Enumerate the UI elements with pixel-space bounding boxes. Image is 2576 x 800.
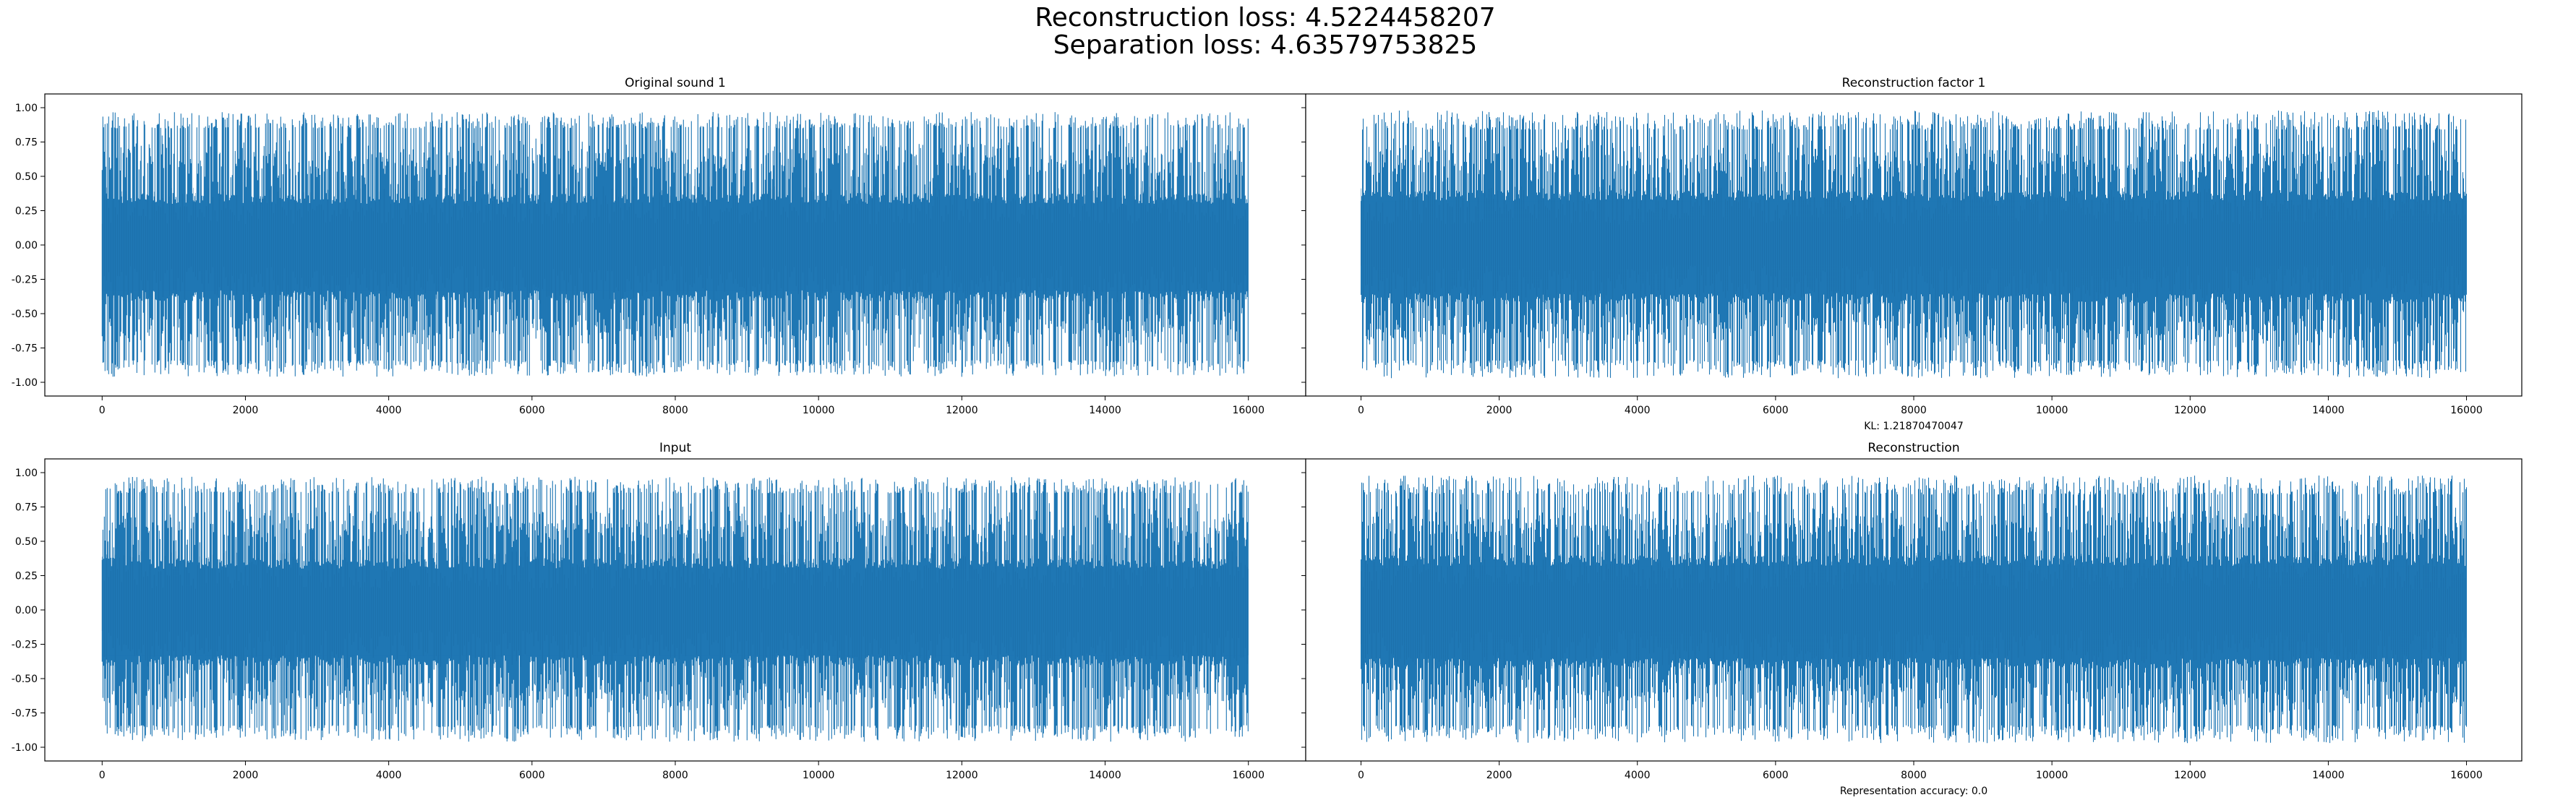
reconstruction-x-tick-label: 8000 (1901, 770, 1927, 781)
input-x-tick-label: 12000 (946, 770, 978, 781)
reconstruction-x-tick-label: 16000 (2450, 770, 2483, 781)
original-sound-1-y-tick-label: 0.25 (15, 206, 38, 218)
reconstruction-waveform-texture (1361, 551, 2465, 669)
subplot-input: 0 2000 4000 6000 8000 10000 12000 14000 16000 -1.… (12, 441, 1306, 781)
subplot-original-sound-1: 0 2000 4000 6000 8000 10000 12000 14000 16000 -1.… (12, 76, 1306, 416)
reconstruction-x-tick-label: 14000 (2312, 770, 2345, 781)
reconstruction-x-tick-label: 0 (1358, 770, 1364, 781)
input-x-tick-label: 4000 (376, 770, 402, 781)
reconstruction-factor-1-x-tick-label: 16000 (2450, 405, 2483, 416)
original-sound-1-waveform-texture (101, 186, 1248, 304)
reconstruction-x-tick-label: 12000 (2174, 770, 2207, 781)
subplot-reconstruction-factor-1: 0 2000 4000 6000 8000 10000 12000 14000 16000 Rec… (1301, 76, 2522, 432)
reconstruction-factor-1-waveform-texture (1361, 186, 2465, 304)
reconstruction-factor-1-title: Reconstruction factor 1 (1842, 76, 1986, 90)
input-waveform-core (102, 569, 1249, 655)
reconstruction-factor-1-x-tick-label: 14000 (2312, 405, 2345, 416)
input-x-tick-label: 2000 (233, 770, 259, 781)
original-sound-1-y-tick-label: 1.00 (15, 103, 38, 114)
reconstruction-x-label: Representation accuracy: 0.0 (1840, 786, 1987, 797)
input-y-tick-label: 0.25 (15, 571, 38, 582)
original-sound-1-y-tick-label: -0.50 (12, 309, 38, 320)
original-sound-1-y-tick-label: 0.75 (15, 137, 38, 149)
reconstruction-x-tick-label: 4000 (1625, 770, 1651, 781)
input-y-tick-label: -0.75 (12, 708, 38, 720)
input-x-tick-label: 16000 (1232, 770, 1265, 781)
figure-suptitle-line-1: Reconstruction loss: 4.5224458207 (1035, 3, 1495, 33)
reconstruction-title: Reconstruction (1867, 441, 1959, 455)
input-x-tick-label: 6000 (519, 770, 545, 781)
reconstruction-factor-1-waveform-core (1361, 201, 2467, 293)
original-sound-1-x-tick-label: 4000 (376, 405, 402, 416)
reconstruction-x-tick-label: 2000 (1486, 770, 1512, 781)
reconstruction-x-tick-label: 6000 (1763, 770, 1789, 781)
original-sound-1-x-tick-label: 10000 (803, 405, 835, 416)
original-sound-1-y-tick-label: -0.75 (12, 343, 38, 355)
reconstruction-factor-1-x-tick-label: 2000 (1486, 405, 1512, 416)
original-sound-1-title: Original sound 1 (625, 76, 726, 90)
input-title: Input (659, 441, 691, 455)
original-sound-1-x-tick-label: 0 (99, 405, 106, 416)
input-y-tick-label: -1.00 (12, 742, 38, 754)
original-sound-1-y-tick-label: -0.25 (12, 275, 38, 286)
original-sound-1-x-tick-label: 8000 (662, 405, 688, 416)
input-waveform-texture (101, 551, 1248, 669)
input-y-tick-label: 0.50 (15, 536, 38, 548)
reconstruction-factor-1-x-tick-label: 0 (1358, 405, 1364, 416)
input-x-tick-label: 14000 (1089, 770, 1121, 781)
figure-suptitle-line-2: Separation loss: 4.63579753825 (1053, 30, 1478, 60)
original-sound-1-x-tick-label: 14000 (1089, 405, 1121, 416)
input-x-tick-label: 0 (99, 770, 106, 781)
input-x-tick-label: 10000 (803, 770, 835, 781)
input-y-tick-label: -0.25 (12, 640, 38, 651)
original-sound-1-x-tick-label: 16000 (1232, 405, 1265, 416)
original-sound-1-x-tick-label: 6000 (519, 405, 545, 416)
input-x-tick-label: 8000 (662, 770, 688, 781)
subplot-reconstruction: 0 2000 4000 6000 8000 10000 12000 14000 16000 Rec… (1301, 441, 2522, 797)
reconstruction-waveform-core (1361, 566, 2467, 658)
reconstruction-factor-1-x-label: KL: 1.21870470047 (1864, 421, 1963, 432)
reconstruction-factor-1-x-tick-label: 4000 (1625, 405, 1651, 416)
original-sound-1-x-tick-label: 2000 (233, 405, 259, 416)
input-y-tick-label: 0.75 (15, 502, 38, 514)
original-sound-1-waveform-core (102, 204, 1249, 291)
reconstruction-factor-1-x-tick-label: 10000 (2036, 405, 2068, 416)
original-sound-1-y-tick-label: 0.50 (15, 171, 38, 183)
input-y-tick-label: 1.00 (15, 468, 38, 479)
original-sound-1-y-tick-label: -1.00 (12, 377, 38, 389)
reconstruction-factor-1-x-tick-label: 6000 (1763, 405, 1789, 416)
reconstruction-factor-1-x-tick-label: 8000 (1901, 405, 1927, 416)
input-y-tick-label: 0.00 (15, 605, 38, 616)
input-y-tick-label: -0.50 (12, 674, 38, 685)
reconstruction-x-tick-label: 10000 (2036, 770, 2068, 781)
reconstruction-factor-1-x-tick-label: 12000 (2174, 405, 2207, 416)
original-sound-1-x-tick-label: 12000 (946, 405, 978, 416)
original-sound-1-y-tick-label: 0.00 (15, 240, 38, 251)
